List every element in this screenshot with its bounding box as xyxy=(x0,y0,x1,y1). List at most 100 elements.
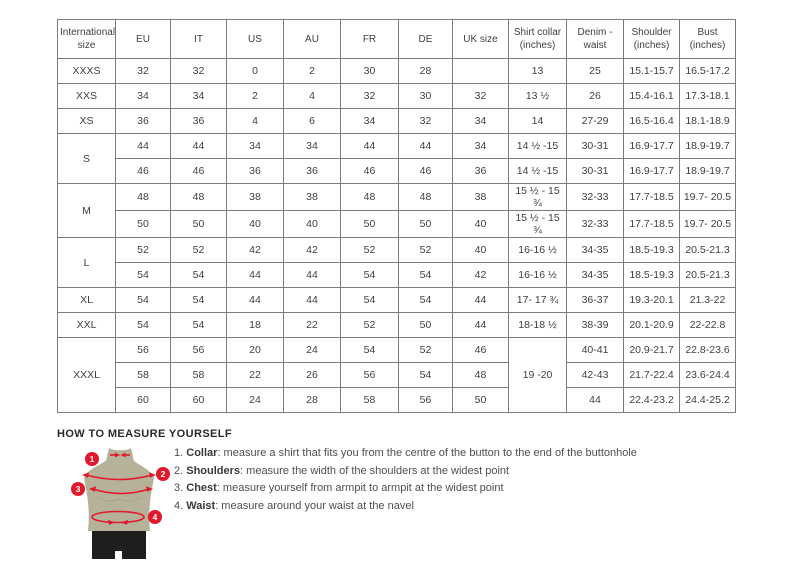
table-cell: 50 xyxy=(452,387,509,413)
measure-step-shoulders: 2. Shoulders: measure the width of the s… xyxy=(174,463,637,481)
column-header-11: Bust (inches) xyxy=(679,19,736,59)
table-cell: 32 xyxy=(170,58,227,84)
table-cell: 52 xyxy=(340,312,399,338)
table-cell: 24.4-25.2 xyxy=(679,387,736,413)
step-number: 2. xyxy=(174,464,184,477)
table-cell: 46 xyxy=(398,158,453,184)
step-text: : measure around your waist at the navel xyxy=(215,499,414,512)
table-cell: 44 xyxy=(398,133,453,159)
marker-4-circle xyxy=(148,510,162,524)
table-cell: 56 xyxy=(398,387,453,413)
table-cell: 24 xyxy=(226,387,284,413)
table-cell: 54 xyxy=(170,262,227,288)
table-cell: 44 xyxy=(170,133,227,159)
table-cell: 19 -20 xyxy=(508,337,567,413)
step-number: 1. xyxy=(174,447,184,459)
table-cell: 42 xyxy=(283,237,341,263)
table-row: XXS 34 34 2 4 32 30 32 13 ½ 26 15.4-16.1 17.3-18.1 xyxy=(57,83,736,109)
step-label: Chest xyxy=(186,482,217,494)
table-cell: 46 xyxy=(170,158,227,184)
table-cell: 54 xyxy=(115,312,171,338)
table-cell: 30 xyxy=(398,83,453,109)
table-cell: 46 xyxy=(115,158,171,184)
table-cell: 18.5-19.3 xyxy=(623,237,680,263)
table-row: S 44 44 34 34 44 44 34 14 ½ -15 30-31 16.9-17.7 18.… xyxy=(57,133,736,184)
table-cell: 2 xyxy=(226,83,284,109)
chest-measure-line xyxy=(89,486,153,495)
table-cell: 54 xyxy=(398,262,453,288)
marker-4-number: 4 xyxy=(153,512,158,522)
table-row: XXXS 32 32 0 2 30 28 13 25 15.1-15.7 16.5-17.2 xyxy=(57,58,736,84)
size-cell: M xyxy=(57,183,116,238)
table-row: L 52 52 42 42 52 52 40 16-16 ½ 34-35 18.5-19.3 20.5… xyxy=(57,237,736,288)
size-cell: XXL xyxy=(57,312,116,338)
column-header-7: UK size xyxy=(452,19,509,59)
column-header-2: IT xyxy=(170,19,227,59)
table-cell: 56 xyxy=(115,337,171,363)
table-cell: 32 xyxy=(115,58,171,84)
table-cell: 26 xyxy=(566,83,624,109)
table-cell: 54 xyxy=(340,262,399,288)
column-header-4: AU xyxy=(283,19,341,59)
column-header-10: Shoulder (inches) xyxy=(623,19,680,59)
table-cell: 30 xyxy=(340,58,399,84)
table-cell: 60 xyxy=(170,387,227,413)
table-cell: 42 xyxy=(452,262,509,288)
table-cell: 30-31 xyxy=(566,133,624,159)
table-cell: 32-33 xyxy=(566,183,624,211)
table-cell: 16-16 ½ xyxy=(508,262,567,288)
table-cell: 34-35 xyxy=(566,237,624,263)
table-cell: 48 xyxy=(170,183,227,211)
table-cell: 40 xyxy=(283,210,341,238)
table-cell: 42-43 xyxy=(566,362,624,388)
table-cell: 52 xyxy=(170,237,227,263)
measure-step-waist: 4. Waist: measure around your waist at t… xyxy=(174,498,637,516)
table-cell: 21.3-22 xyxy=(679,287,736,313)
mannequin-neck xyxy=(106,448,134,461)
column-header-5: FR xyxy=(340,19,399,59)
table-cell: 36 xyxy=(170,108,227,134)
marker-1-circle xyxy=(85,452,99,466)
table-cell: 36-37 xyxy=(566,287,624,313)
table-cell: 44 xyxy=(452,312,509,338)
table-cell: 36 xyxy=(283,158,341,184)
table-cell: 18.9-19.7 xyxy=(679,133,736,159)
collar-measure-arrows xyxy=(110,452,130,458)
table-cell: 54 xyxy=(115,287,171,313)
table-cell: 22 xyxy=(283,312,341,338)
measure-step-collar: 1. Collar: measure a shirt that fits you… xyxy=(174,445,637,463)
size-cell: L xyxy=(57,237,116,288)
table-cell: 19.7- 20.5 xyxy=(679,210,736,238)
waist-measure-line xyxy=(91,510,145,525)
table-cell: 44 xyxy=(226,287,284,313)
table-cell: 44 xyxy=(226,262,284,288)
table-cell: 18.9-19.7 xyxy=(679,158,736,184)
table-cell: 40 xyxy=(452,210,509,238)
marker-2-circle xyxy=(156,467,170,481)
table-cell: 50 xyxy=(398,210,453,238)
table-cell: 32 xyxy=(340,83,399,109)
table-cell: 13 ½ xyxy=(508,83,567,109)
table-cell: 40 xyxy=(226,210,284,238)
table-cell: 50 xyxy=(398,312,453,338)
table-cell: 34-35 xyxy=(566,262,624,288)
mannequin-illustration: 1 2 3 4 xyxy=(70,446,173,562)
table-cell: 52 xyxy=(398,337,453,363)
table-cell xyxy=(452,58,509,84)
table-cell: 22.4-23.2 xyxy=(623,387,680,413)
table-cell: 34 xyxy=(226,133,284,159)
table-cell: 50 xyxy=(340,210,399,238)
table-cell: 24 xyxy=(283,337,341,363)
table-cell: 54 xyxy=(340,337,399,363)
table-cell: 19.7- 20.5 xyxy=(679,183,736,211)
table-cell: 56 xyxy=(170,337,227,363)
table-cell: 32 xyxy=(452,83,509,109)
table-cell: 44 xyxy=(283,262,341,288)
table-cell: 15.1-15.7 xyxy=(623,58,680,84)
table-cell: 28 xyxy=(283,387,341,413)
measure-steps: 1. Collar: measure a shirt that fits you… xyxy=(174,445,637,515)
table-cell: 19.3-20.1 xyxy=(623,287,680,313)
table-cell: 52 xyxy=(115,237,171,263)
table-cell: 48 xyxy=(398,183,453,211)
column-header-1: EU xyxy=(115,19,171,59)
